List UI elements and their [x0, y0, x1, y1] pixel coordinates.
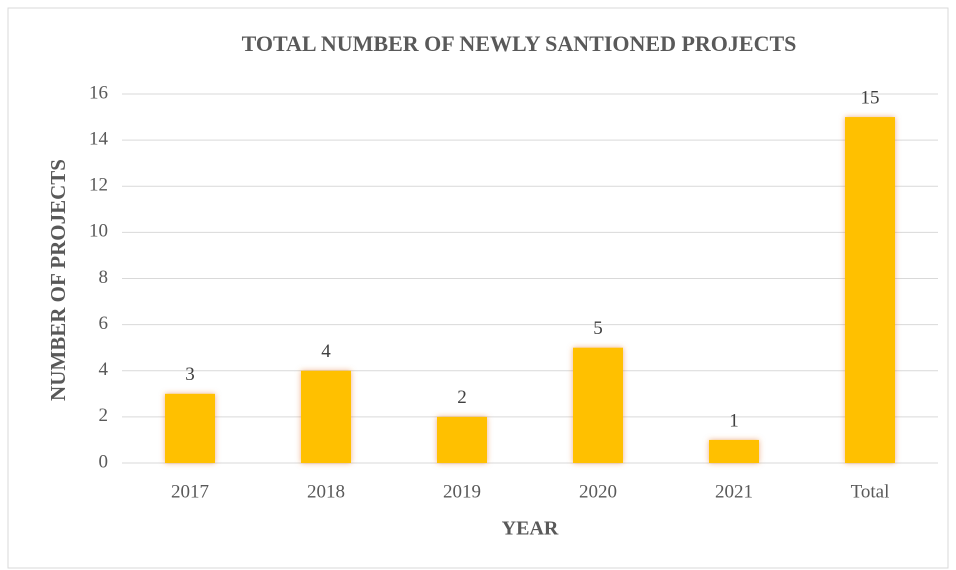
- y-tick-label: 2: [99, 405, 109, 426]
- data-label: 5: [593, 318, 603, 339]
- data-label: 3: [185, 364, 195, 385]
- y-tick-label: 16: [89, 82, 108, 103]
- bar: [165, 393, 215, 463]
- bar: [573, 347, 623, 463]
- chart-frame: [7, 7, 949, 569]
- x-tick-label: 2017: [171, 481, 209, 502]
- x-tick-label: 2021: [715, 481, 753, 502]
- chart-title: TOTAL NUMBER OF NEWLY SANTIONED PROJECTS: [242, 31, 797, 56]
- bar: [845, 117, 895, 463]
- y-tick-label: 14: [89, 128, 109, 149]
- data-label: 4: [321, 341, 331, 362]
- x-axis-label: YEAR: [502, 518, 559, 540]
- x-tick-label: Total: [851, 481, 890, 502]
- bar: [437, 416, 487, 463]
- y-tick-label: 10: [89, 221, 108, 242]
- data-label: 1: [729, 410, 739, 431]
- y-tick-label: 12: [89, 175, 108, 196]
- y-tick-label: 6: [99, 313, 109, 334]
- y-axis-label: NUMBER OF PROJECTS: [46, 159, 70, 401]
- x-tick-label: 2020: [579, 481, 617, 502]
- data-label: 2: [457, 387, 467, 408]
- x-tick-label: 2018: [307, 481, 345, 502]
- y-tick-label: 8: [99, 267, 109, 288]
- bar: [301, 370, 351, 463]
- x-tick-label: 2019: [443, 481, 481, 502]
- bar: [709, 439, 759, 463]
- y-tick-label: 4: [99, 359, 109, 380]
- data-label: 15: [861, 87, 880, 108]
- y-tick-label: 0: [99, 451, 109, 472]
